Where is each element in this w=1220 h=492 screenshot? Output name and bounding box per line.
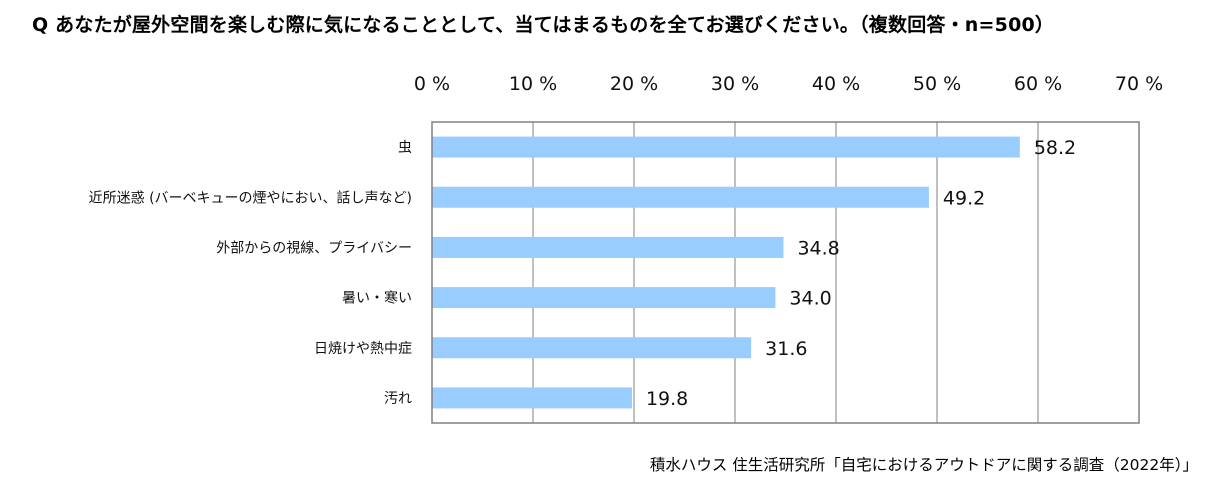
data-label: 31.6 (765, 338, 807, 360)
source-note: 積水ハウス 住生活研究所「自宅におけるアウトドアに関する調査（2022年）」 (649, 456, 1198, 474)
category-label: 日焼けや熱中症 (314, 341, 412, 357)
data-label: 58.2 (1034, 137, 1076, 159)
plot-frame (431, 121, 1140, 424)
x-tick-label: 0 % (414, 73, 450, 95)
category-label: 暑い・寒い (342, 290, 412, 307)
bar (432, 136, 1020, 158)
x-axis-ticks: 0 % 10 % 20 % 30 % 40 % 50 % 60 % 70 % (414, 73, 1163, 95)
x-tick-label: 10 % (509, 73, 557, 95)
x-tick-label: 60 % (1014, 73, 1062, 95)
bar (432, 337, 752, 359)
data-label: 19.8 (646, 388, 688, 410)
category-label: 虫 (398, 140, 412, 156)
x-tick-label: 20 % (610, 73, 658, 95)
x-tick-label: 30 % (711, 73, 759, 95)
chart-title: Q あなたが屋外空間を楽しむ際に気になることとして、当てはまるものを全てお選びく… (32, 14, 1055, 36)
category-label: 近所迷惑 (バーベキューの煙やにおい、話し声など) (89, 189, 412, 206)
data-label: 34.0 (789, 288, 831, 310)
category-label: 外部からの視線、プライバシー (216, 240, 412, 256)
bar (432, 387, 632, 409)
x-tick-label: 50 % (913, 73, 961, 95)
bar (432, 236, 784, 258)
data-label: 49.2 (943, 187, 985, 209)
bar (432, 287, 776, 309)
x-tick-label: 40 % (812, 73, 860, 95)
x-tick-label: 70 % (1115, 73, 1163, 95)
data-label: 34.8 (797, 237, 839, 259)
bars (432, 136, 1020, 409)
gridlines (532, 122, 1039, 423)
category-label: 汚れ (384, 391, 412, 407)
bar (432, 186, 929, 208)
value-labels: 58.2 49.2 34.8 34.0 31.6 19.8 (646, 137, 1076, 410)
